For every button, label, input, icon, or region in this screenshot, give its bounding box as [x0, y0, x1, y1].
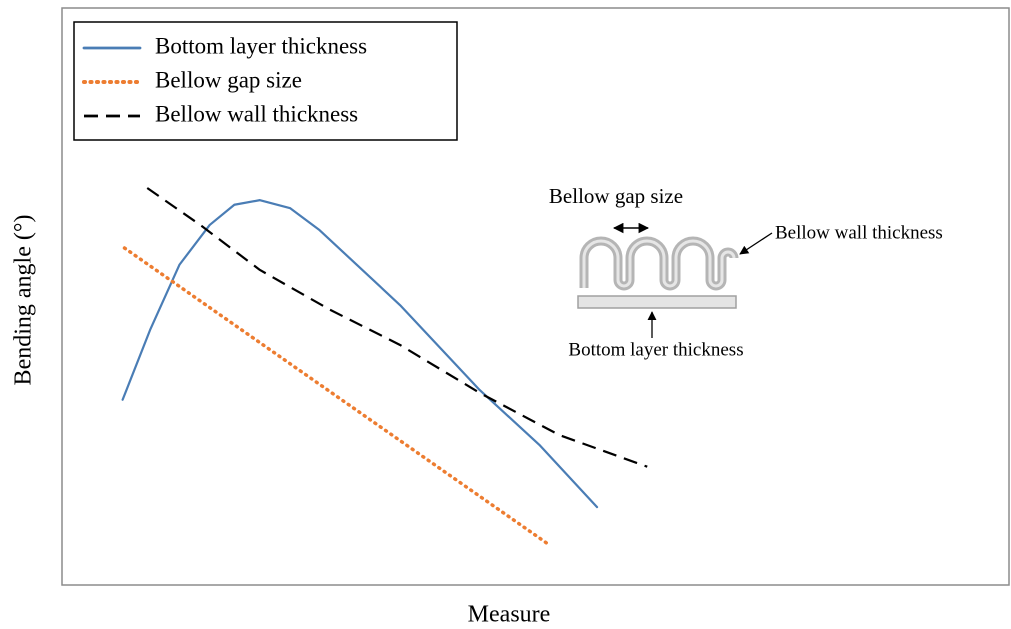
legend-label: Bottom layer thickness — [155, 33, 367, 58]
legend: Bottom layer thickness Bellow gap size Bel… — [73, 21, 458, 141]
x-axis-label: Measure — [468, 602, 551, 628]
annotation: Bellow wall thickness — [775, 222, 943, 243]
data-line — [122, 246, 552, 547]
annotation: Bottom layer thickness — [568, 339, 743, 360]
bottom-layer — [577, 295, 737, 309]
legend-label: Bellow gap size — [155, 67, 302, 92]
legend-label: Bellow wall thickness — [155, 101, 358, 126]
y-axis-label: Bending angle (°) — [11, 215, 37, 386]
data-line — [146, 187, 648, 468]
bellow-wall-inner — [582, 239, 736, 288]
wall-arrow — [739, 232, 773, 255]
bellow-diagram: Bellow gap size Bellow wall thickness Bo… — [549, 184, 943, 361]
plot-frame — [61, 7, 1010, 586]
data-line — [121, 199, 599, 509]
annotation: Bellow gap size — [549, 184, 683, 208]
